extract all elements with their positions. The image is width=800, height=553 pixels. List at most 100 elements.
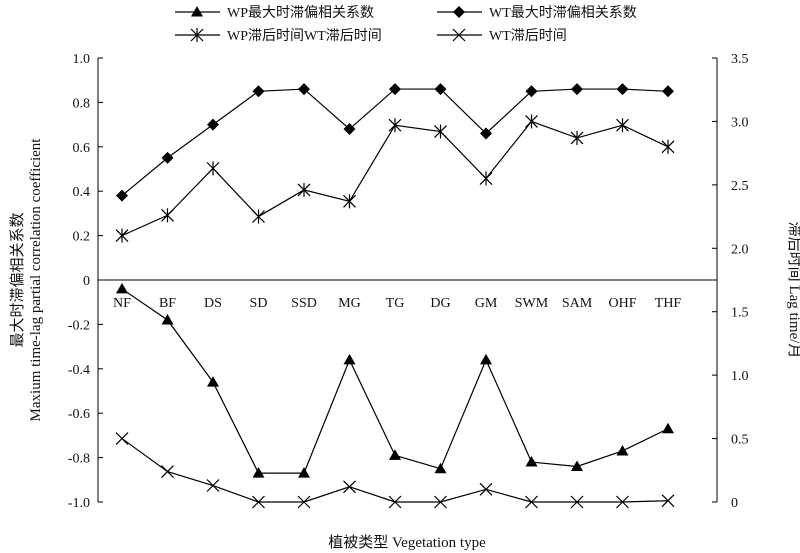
data-point [116,189,128,202]
category-label: GM [475,296,498,311]
data-point [661,494,675,508]
legend-label: WP滞后时间WT滞后时间 [227,28,382,44]
legend-item: WP滞后时间WT滞后时间 [175,28,382,44]
right-tick-label: 2.5 [731,179,749,194]
data-point [570,495,584,509]
data-point [191,6,203,17]
series-line [121,88,669,197]
data-point [434,83,447,96]
data-point [480,127,492,140]
series-line [121,120,669,237]
right-axis-title: 滞后时间 Lag time/月 [786,222,800,359]
data-point [389,83,401,96]
category-label: TG [386,296,405,311]
data-point [616,118,629,133]
data-point [161,151,174,164]
category-label: MG [338,296,361,311]
series-group [115,83,675,509]
series-line [121,438,669,503]
data-point [252,467,265,478]
data-point [616,444,629,456]
category-label: SWM [515,296,549,311]
left-axis-title-en: Maxium time-lag partial correlation coef… [28,138,44,422]
data-point [252,85,265,98]
right-tick-label: 3.0 [731,115,749,130]
legend-item: WT滞后时间 [437,28,567,44]
data-point [616,83,629,96]
data-point [479,171,493,186]
data-point [161,465,174,478]
data-point [480,353,492,365]
left-axis-ticks: -1.0 -0.8 -0.6 -0.4 -0.2 0 0.2 0.4 0.6 0.8 1.0 [68,52,103,511]
right-tick-label: 1.5 [731,306,749,321]
left-tick-label: -0.2 [68,318,90,333]
category-label: DS [204,296,222,311]
data-point [206,479,220,492]
data-point [206,161,220,176]
data-point [479,482,493,496]
data-point [298,83,310,96]
data-point [343,480,356,494]
data-point [190,28,204,42]
legend: WP最大时滞偏相关系数 WT最大时滞偏相关系数 WP滞后时间WT滞后时间 WT滞后时间 [175,5,637,44]
right-tick-label: 0.5 [731,433,749,448]
right-axis-ticks: 0 0.5 1.0 1.5 2.0 2.5 3.0 3.5 [712,52,749,511]
series-triangle [116,282,674,478]
axes [97,58,718,502]
data-point [252,209,265,224]
data-point [115,228,129,243]
left-tick-label: -0.6 [68,407,90,422]
series-asterisk [115,114,675,243]
data-point [434,124,447,139]
series-line [121,288,669,474]
data-point [388,118,402,133]
data-point [343,353,356,365]
right-tick-label: 1.0 [731,369,749,384]
data-point [115,432,129,445]
data-point [297,495,311,509]
data-point [116,282,128,294]
data-point [452,28,466,42]
series-x [115,432,675,509]
category-labels: NF BF DS SD SSD MG TG DG GM SWM SAM OHF THF [113,296,681,311]
data-point [207,118,219,131]
data-point [616,495,629,509]
left-tick-label: 0.4 [73,185,91,200]
data-point [298,467,310,478]
left-axis-title-zh: 最大时滞偏相关系数 [9,212,26,347]
data-point [525,114,538,129]
data-point [252,495,265,509]
legend-label: WT最大时滞偏相关系数 [489,5,637,21]
data-point [388,495,402,509]
left-tick-label: 0 [83,274,90,289]
legend-label: WT滞后时间 [489,28,567,44]
data-point [571,460,583,471]
series-diamond [116,83,674,202]
category-label: SSD [291,296,317,311]
data-point [343,123,356,136]
category-label: SD [250,296,268,311]
left-tick-label: -0.4 [68,363,90,378]
left-tick-label: 0.2 [73,230,91,245]
data-point [434,495,447,509]
category-label: SAM [562,296,593,311]
legend-item: WP最大时滞偏相关系数 [175,5,374,21]
legend-item: WT最大时滞偏相关系数 [437,5,637,21]
left-tick-label: -0.8 [68,452,90,467]
data-point [207,376,219,387]
data-point [571,83,583,96]
data-point [389,449,401,460]
right-tick-label: 3.5 [731,52,749,67]
category-label: BF [159,296,176,311]
data-point [570,130,584,145]
data-point [662,422,674,434]
x-axis-title: 植被类型 Vegetation type [328,534,486,551]
legend-label: WP最大时滞偏相关系数 [227,5,374,21]
left-tick-label: 0.8 [73,96,91,111]
right-tick-label: 2.0 [731,242,749,257]
data-point [161,313,174,325]
data-point [662,85,674,98]
data-point [525,85,538,98]
right-tick-label: 0 [731,496,738,511]
data-point [661,139,675,154]
